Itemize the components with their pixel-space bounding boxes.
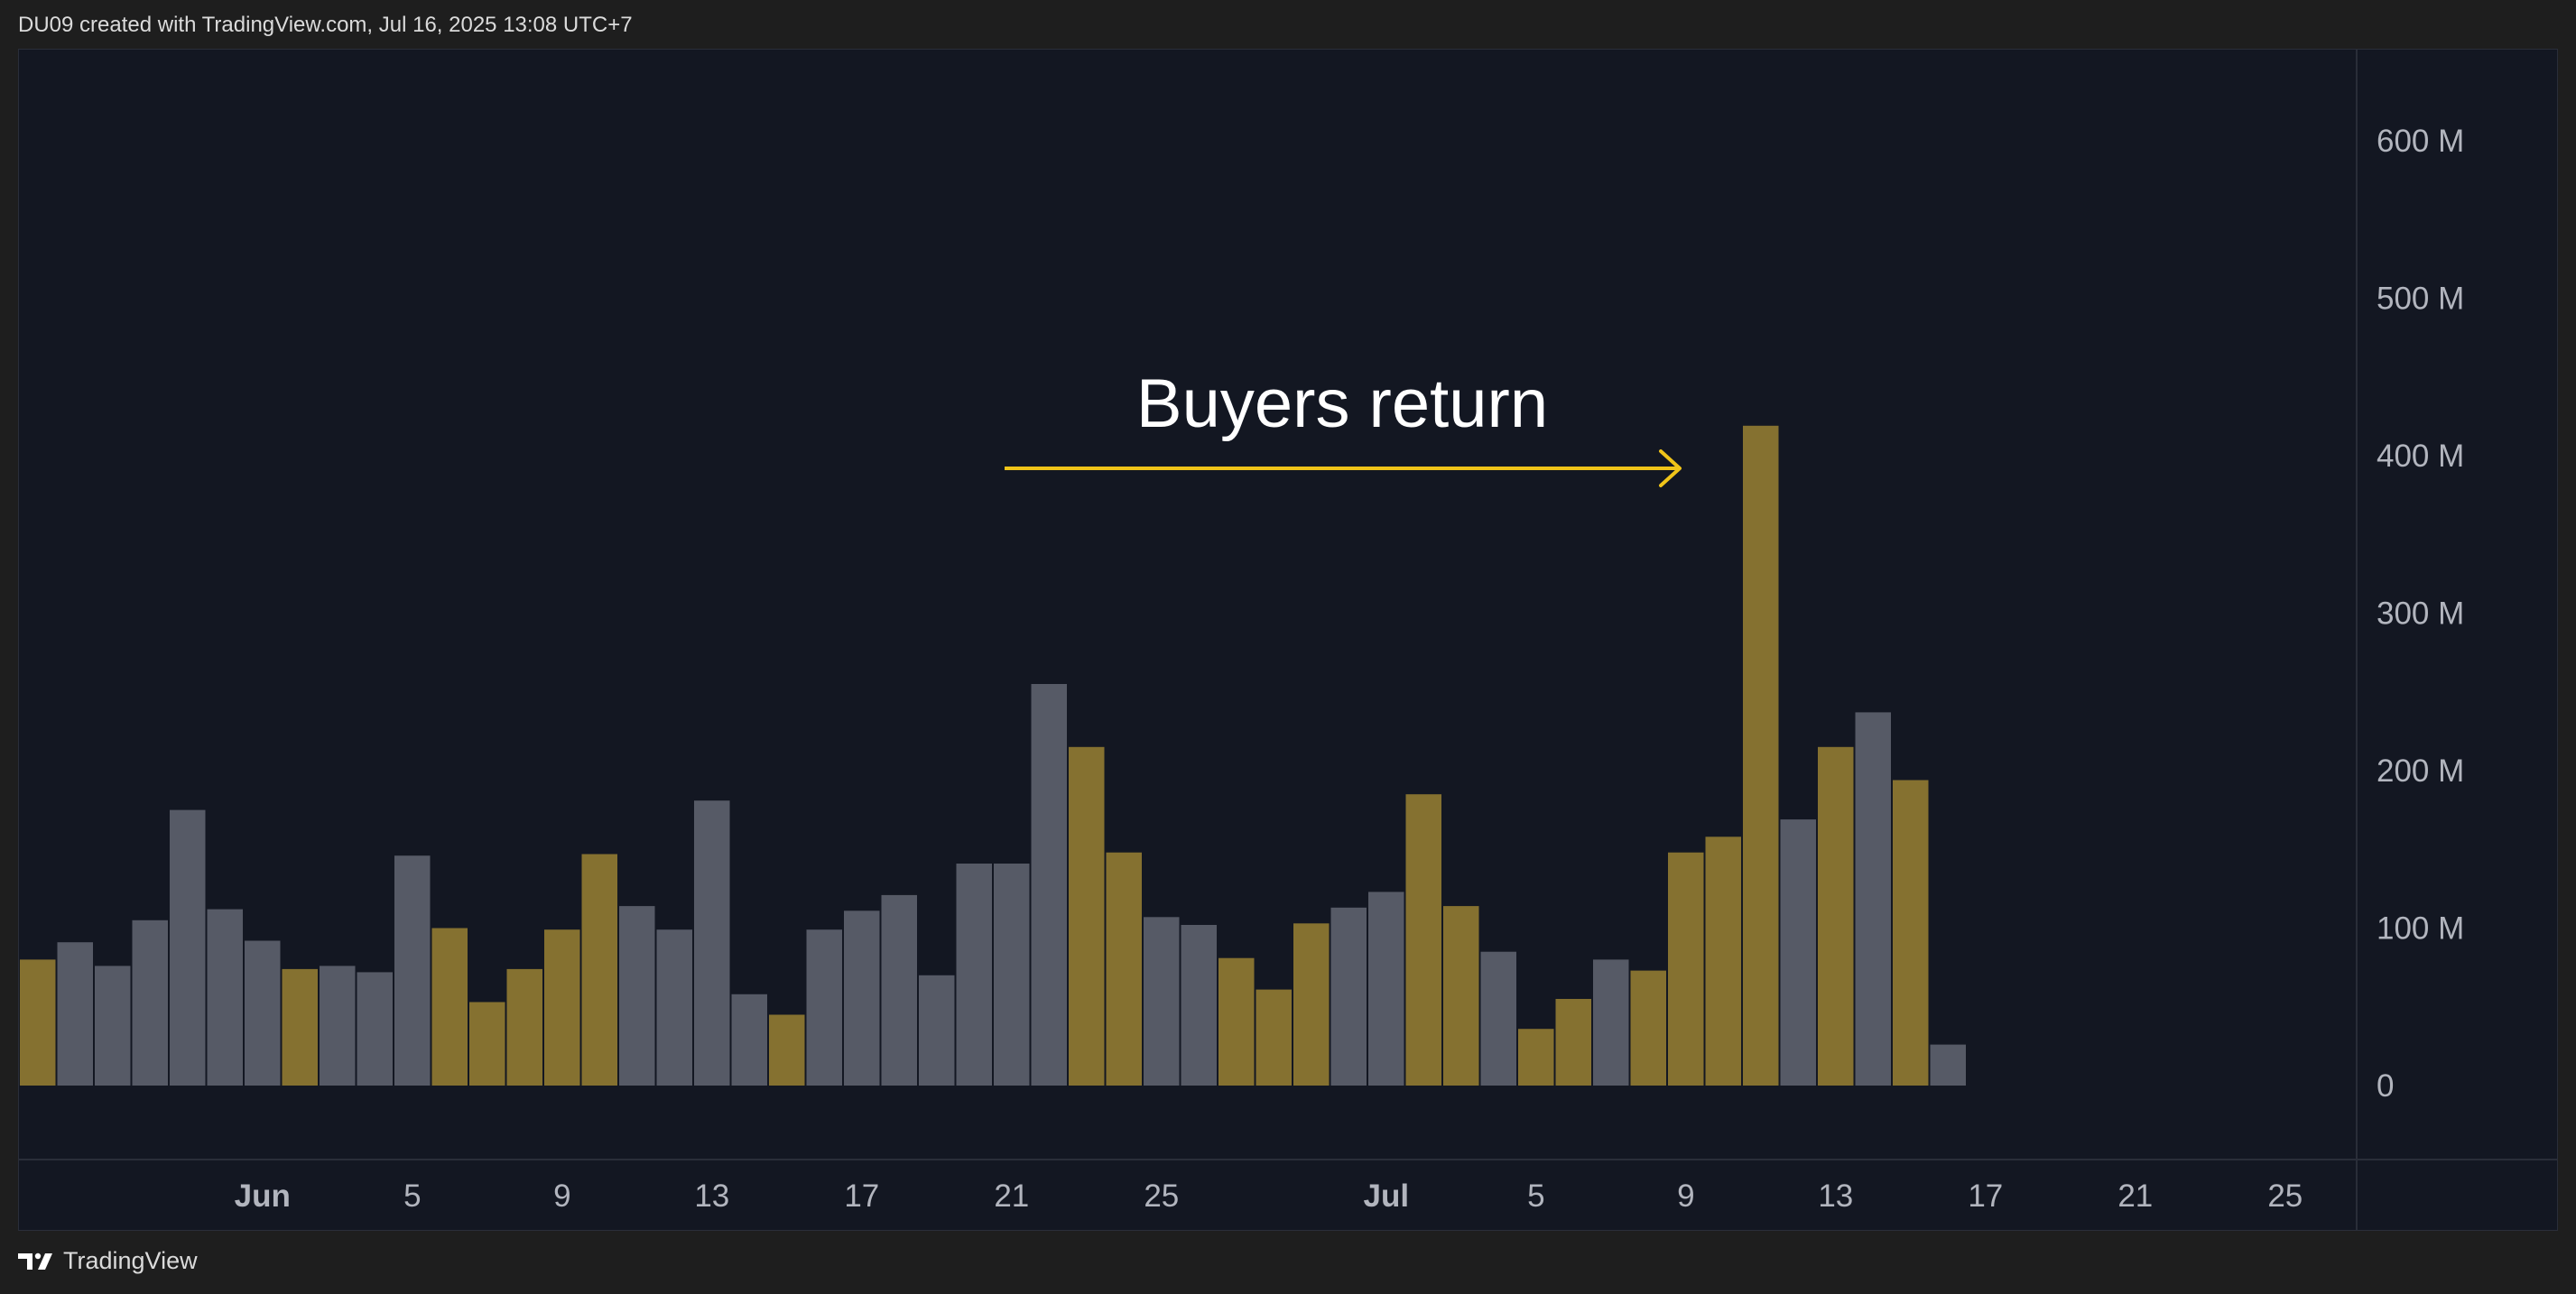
time-scale-label: 25 (1144, 1178, 1179, 1214)
volume-bar (1106, 852, 1142, 1086)
volume-bar (1069, 746, 1105, 1086)
price-scale-label: 100 M (2377, 911, 2464, 947)
time-scale-label: 21 (2117, 1178, 2153, 1214)
time-scale-label: 25 (2267, 1178, 2303, 1214)
volume-bar (1368, 892, 1404, 1086)
annotation-arrow-head (1659, 449, 1682, 487)
volume-bar (619, 906, 655, 1086)
tradingview-logo-icon[interactable] (18, 1252, 54, 1271)
time-scale-label: 5 (1527, 1178, 1544, 1214)
volume-chart-svg: 0 100 M 200 M 300 M 400 M 500 M 600 M Jun 5 9 13 1… (19, 50, 2557, 1230)
volume-bar (1855, 712, 1891, 1086)
volume-bar (881, 894, 917, 1086)
time-scale-label: 13 (1818, 1178, 1853, 1214)
volume-bar (1818, 746, 1854, 1086)
volume-bar (769, 1014, 805, 1086)
time-scale-label: 17 (1968, 1178, 2003, 1214)
volume-bar (694, 800, 730, 1086)
volume-bar (1031, 684, 1067, 1086)
volume-bar (919, 975, 955, 1086)
price-scale-label: 300 M (2377, 596, 2464, 632)
volume-bar (1930, 1044, 1966, 1086)
volume-bar (57, 942, 93, 1086)
volume-bar (1668, 852, 1704, 1086)
time-scale[interactable]: Jun 5 9 13 17 21 25 Jul 5 9 13 17 21 25 (19, 1159, 2557, 1214)
volume-bar (469, 1002, 505, 1086)
price-scale[interactable]: 0 100 M 200 M 300 M 400 M 500 M 600 M (2356, 50, 2464, 1230)
volume-bar (1405, 794, 1441, 1086)
volume-bar (1480, 951, 1516, 1086)
volume-bar (1593, 959, 1629, 1086)
time-scale-label: 21 (994, 1178, 1029, 1214)
time-scale-label: Jun (235, 1178, 291, 1214)
volume-bar (1893, 780, 1929, 1086)
price-scale-label: 400 M (2377, 439, 2464, 474)
volume-bar (994, 864, 1030, 1086)
volume-bar (1181, 925, 1217, 1086)
annotation[interactable]: Buyers return (1005, 365, 1682, 487)
volume-bar (506, 968, 542, 1086)
volume-bar (1219, 957, 1255, 1086)
volume-bar (170, 809, 206, 1086)
volume-bar (1780, 819, 1816, 1086)
volume-bar (956, 864, 992, 1086)
volume-bar (394, 855, 431, 1086)
price-scale-label: 600 M (2377, 124, 2464, 159)
time-scale-label: 5 (403, 1178, 421, 1214)
volume-bar (731, 994, 767, 1086)
footer: TradingView (18, 1247, 198, 1275)
volume-bar (844, 910, 880, 1086)
volume-bar (1555, 999, 1591, 1086)
price-scale-label: 0 (2377, 1068, 2394, 1104)
price-scale-label: 500 M (2377, 282, 2464, 317)
volume-bar (1518, 1029, 1554, 1086)
volume-bar (1293, 923, 1330, 1086)
volume-bar (282, 968, 318, 1086)
volume-bar (132, 920, 168, 1086)
time-scale-label: 9 (553, 1178, 570, 1214)
time-scale-label: 17 (844, 1178, 879, 1214)
volume-bar (806, 929, 842, 1086)
volume-bar (1330, 907, 1367, 1086)
volume-bar (1630, 970, 1666, 1086)
volume-bar (1705, 836, 1741, 1086)
volume-bar (1743, 425, 1779, 1086)
time-scale-label: Jul (1364, 1178, 1410, 1214)
annotation-text: Buyers return (1136, 365, 1548, 442)
volume-bar (95, 966, 131, 1086)
volume-bar (1443, 906, 1479, 1086)
time-scale-label: 9 (1677, 1178, 1694, 1214)
volume-chart[interactable]: 0 100 M 200 M 300 M 400 M 500 M 600 M Jun 5 9 13 1… (18, 49, 2558, 1231)
volume-bar (357, 972, 393, 1086)
volume-bar (20, 959, 56, 1086)
volume-bar (1256, 989, 1292, 1086)
footer-brand[interactable]: TradingView (63, 1247, 198, 1274)
price-scale-label: 200 M (2377, 753, 2464, 789)
time-scale-label: 13 (694, 1178, 729, 1214)
bars-layer (20, 425, 1966, 1086)
volume-bar (581, 854, 617, 1086)
volume-bar (245, 940, 281, 1086)
volume-bar (1144, 917, 1180, 1086)
volume-bar (431, 928, 468, 1086)
volume-bar (656, 929, 692, 1086)
chart-attribution: DU09 created with TradingView.com, Jul 1… (18, 13, 633, 37)
volume-bar (320, 966, 356, 1086)
volume-bar (544, 929, 580, 1086)
volume-bar (207, 909, 243, 1086)
